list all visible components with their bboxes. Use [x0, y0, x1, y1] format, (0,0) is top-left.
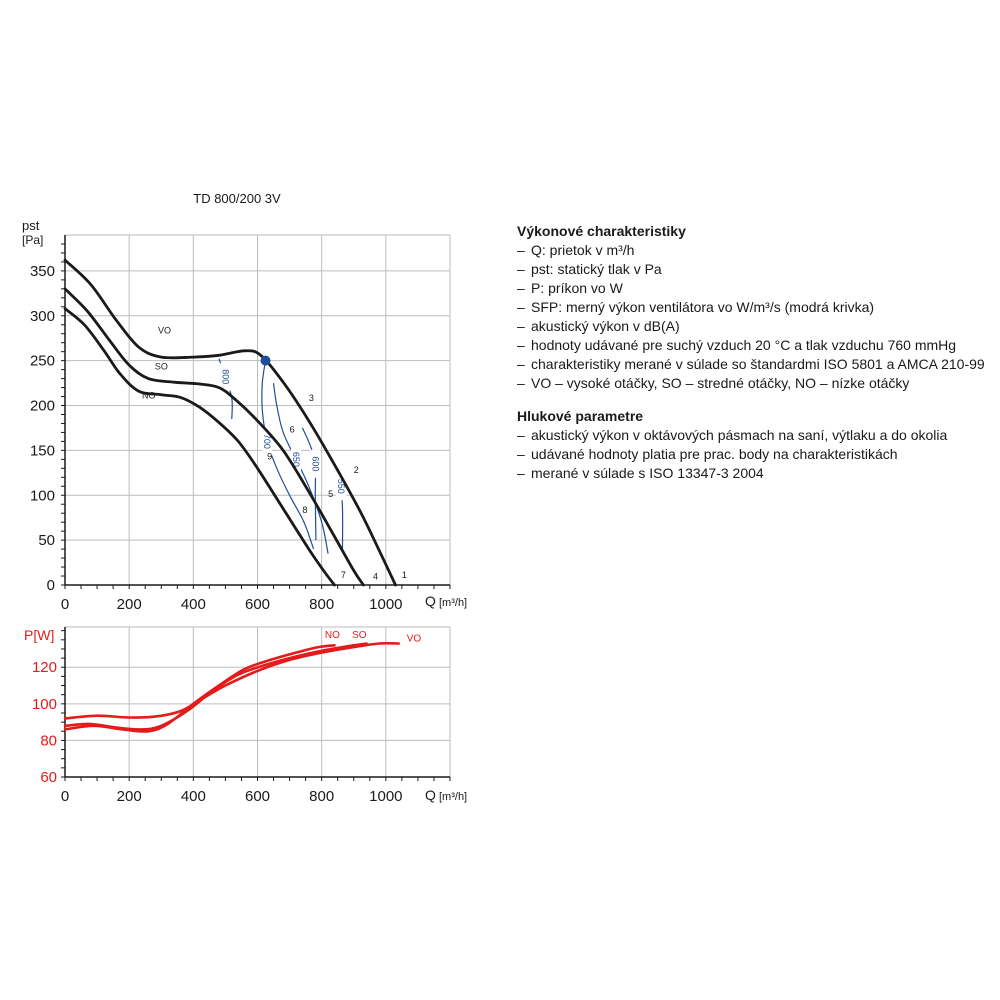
curve-label: 3: [309, 393, 314, 403]
power-curve-no: [63, 644, 336, 733]
power-axis-label: P[W]: [24, 627, 54, 643]
curve-label: 7: [341, 570, 346, 580]
sfp-label-bg: [262, 427, 273, 456]
sfp-label-bg: [220, 362, 231, 391]
y-tick-label: 80: [40, 732, 57, 749]
sfp-label-650: 650: [291, 452, 301, 467]
y-tick-label: 300: [30, 308, 55, 325]
curve-label: 6: [290, 424, 295, 434]
curve-label: VO: [158, 326, 171, 336]
x-tick-label: 800: [309, 788, 334, 805]
x-tick-label: 0: [61, 788, 69, 805]
chart-title: TD 800/200 3V: [193, 191, 281, 206]
flow-axis-unit-2: [m³/h]: [439, 791, 467, 803]
noise-heading: Hlukové parametre: [517, 408, 644, 424]
noise-list: akustický výkon v oktávových pásmach na …: [517, 426, 992, 483]
curve-label: 1: [402, 570, 407, 580]
curve-label: 5: [328, 489, 333, 499]
x-tick-label: 1000: [369, 596, 402, 613]
sfp-label-550: 550: [336, 479, 346, 494]
pressure-chart: TD 800/200 3V pst [Pa] 0 200 400 600 800 1000…: [22, 191, 467, 613]
y-tick-label: 100: [32, 696, 57, 713]
list-item: akustický výkon v dB(A): [517, 317, 992, 336]
y-tick-label: 350: [30, 263, 55, 280]
sfp-label-600: 600: [310, 456, 320, 471]
y-tick-label: 100: [30, 487, 55, 504]
power-series-label: SO: [352, 630, 367, 641]
flow-axis-label: Q: [425, 593, 436, 609]
list-item: SFP: merný výkon ventilátora vo W/m³/s (…: [517, 298, 992, 317]
x-tick-label: 800: [309, 596, 334, 613]
x-tick-label: 200: [117, 788, 142, 805]
sfp-label-700: 700: [262, 434, 272, 449]
pressure-curve-so: [63, 287, 365, 587]
list-item: akustický výkon v oktávových pásmach na …: [517, 426, 992, 445]
list-item: P: príkon vo W: [517, 279, 992, 298]
pressure-axis-unit: [Pa]: [22, 233, 43, 247]
y-tick-label: 60: [40, 769, 57, 786]
sfp-label-800: 800: [220, 369, 230, 384]
operating-point: [260, 355, 271, 366]
y-tick-label: 150: [30, 442, 55, 459]
list-item: pst: statický tlak v Pa: [517, 260, 992, 279]
pressure-axis-label: pst: [22, 218, 40, 233]
flow-axis-unit: [m³/h]: [439, 597, 467, 609]
curve-label: NO: [142, 390, 156, 400]
info-panel: Výkonové charakteristiky Q: prietok v m³…: [517, 222, 992, 497]
y-tick-label: 120: [32, 659, 57, 676]
curve-label: 8: [302, 505, 307, 515]
curve-label: 2: [354, 465, 359, 475]
x-tick-label: 400: [181, 596, 206, 613]
list-item: merané v súlade s ISO 13347-3 2004: [517, 464, 992, 483]
x-tick-label: 600: [245, 596, 270, 613]
x-tick-label: 1000: [369, 788, 402, 805]
y-tick-label: 50: [38, 532, 55, 549]
charts-area: TD 800/200 3V pst [Pa] 0 200 400 600 800 1000…: [22, 191, 467, 805]
pressure-curve-vo: [63, 258, 397, 587]
performance-heading: Výkonové charakteristiky: [517, 223, 686, 239]
curve-label: 9: [267, 451, 272, 461]
power-series-label: NO: [325, 630, 340, 641]
sfp-label-bg: [335, 472, 346, 501]
y-tick-label: 200: [30, 398, 55, 415]
list-item: udávané hodnoty platia pre prac. body na…: [517, 445, 992, 464]
x-tick-label: 400: [181, 788, 206, 805]
power-curve-vo: [63, 641, 400, 720]
curve-label: SO: [155, 362, 168, 372]
x-tick-label: 200: [117, 596, 142, 613]
list-item: charakteristiky merané v súlade so štand…: [517, 355, 992, 374]
pressure-curve-no: [63, 307, 336, 587]
list-item: hodnoty udávané pre suchý vzduch 20 °C a…: [517, 336, 992, 355]
y-tick-label: 0: [47, 577, 55, 594]
sfp-label-bg: [310, 449, 321, 478]
power-series-label: VO: [407, 634, 422, 645]
x-tick-label: 0: [61, 596, 69, 613]
curve-label: 4: [373, 572, 378, 582]
list-item: Q: prietok v m³/h: [517, 241, 992, 260]
x-tick-label: 600: [245, 788, 270, 805]
list-item: VO – vysoké otáčky, SO – stredné otáčky,…: [517, 374, 992, 393]
flow-axis-label-2: Q: [425, 787, 436, 803]
y-tick-label: 250: [30, 353, 55, 370]
performance-list: Q: prietok v m³/h pst: statický tlak v P…: [517, 241, 992, 393]
sfp-label-bg: [291, 445, 301, 474]
